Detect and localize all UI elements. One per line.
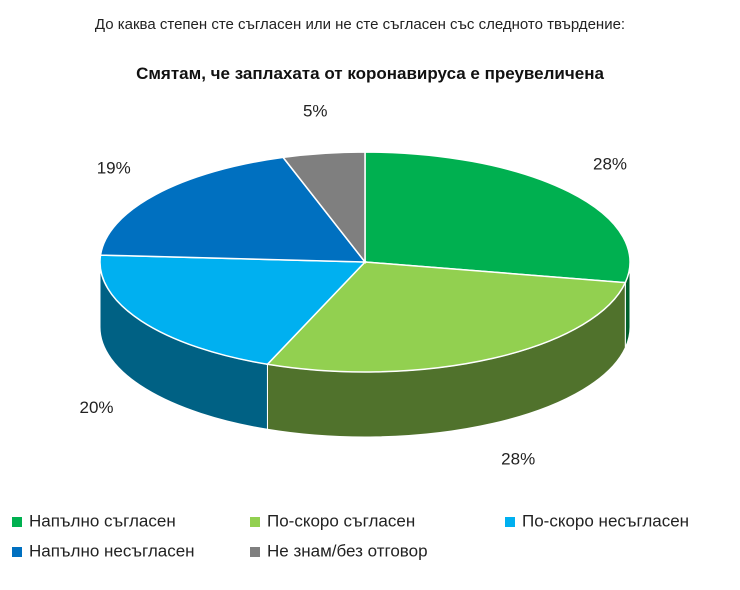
legend-swatch bbox=[505, 517, 515, 527]
data-label: 19% bbox=[97, 158, 131, 177]
legend-swatch bbox=[12, 547, 22, 557]
data-label: 5% bbox=[303, 102, 328, 121]
legend-label: По-скоро съгласен bbox=[267, 511, 415, 530]
chart-subtitle: До каква степен сте съгласен или не сте … bbox=[94, 16, 626, 33]
slice bbox=[364, 151, 631, 284]
chart-title: Смятам, че заплахата от коронавируса е п… bbox=[136, 64, 604, 83]
data-label: 28% bbox=[593, 155, 627, 174]
slice bbox=[99, 156, 367, 263]
legend-label: Напълно съгласен bbox=[29, 511, 176, 530]
legend-swatch bbox=[250, 547, 260, 557]
legend-swatch bbox=[12, 517, 22, 527]
legend-swatch bbox=[250, 517, 260, 527]
legend-label: Напълно несъгласен bbox=[29, 541, 195, 560]
data-label: 28% bbox=[501, 450, 535, 469]
data-label: 20% bbox=[79, 398, 113, 417]
legend-label: Не знам/без отговор bbox=[267, 541, 428, 560]
slice bbox=[99, 254, 367, 366]
slice bbox=[281, 151, 366, 265]
slice bbox=[265, 261, 627, 373]
legend-label: По-скоро несъгласен bbox=[522, 511, 689, 530]
